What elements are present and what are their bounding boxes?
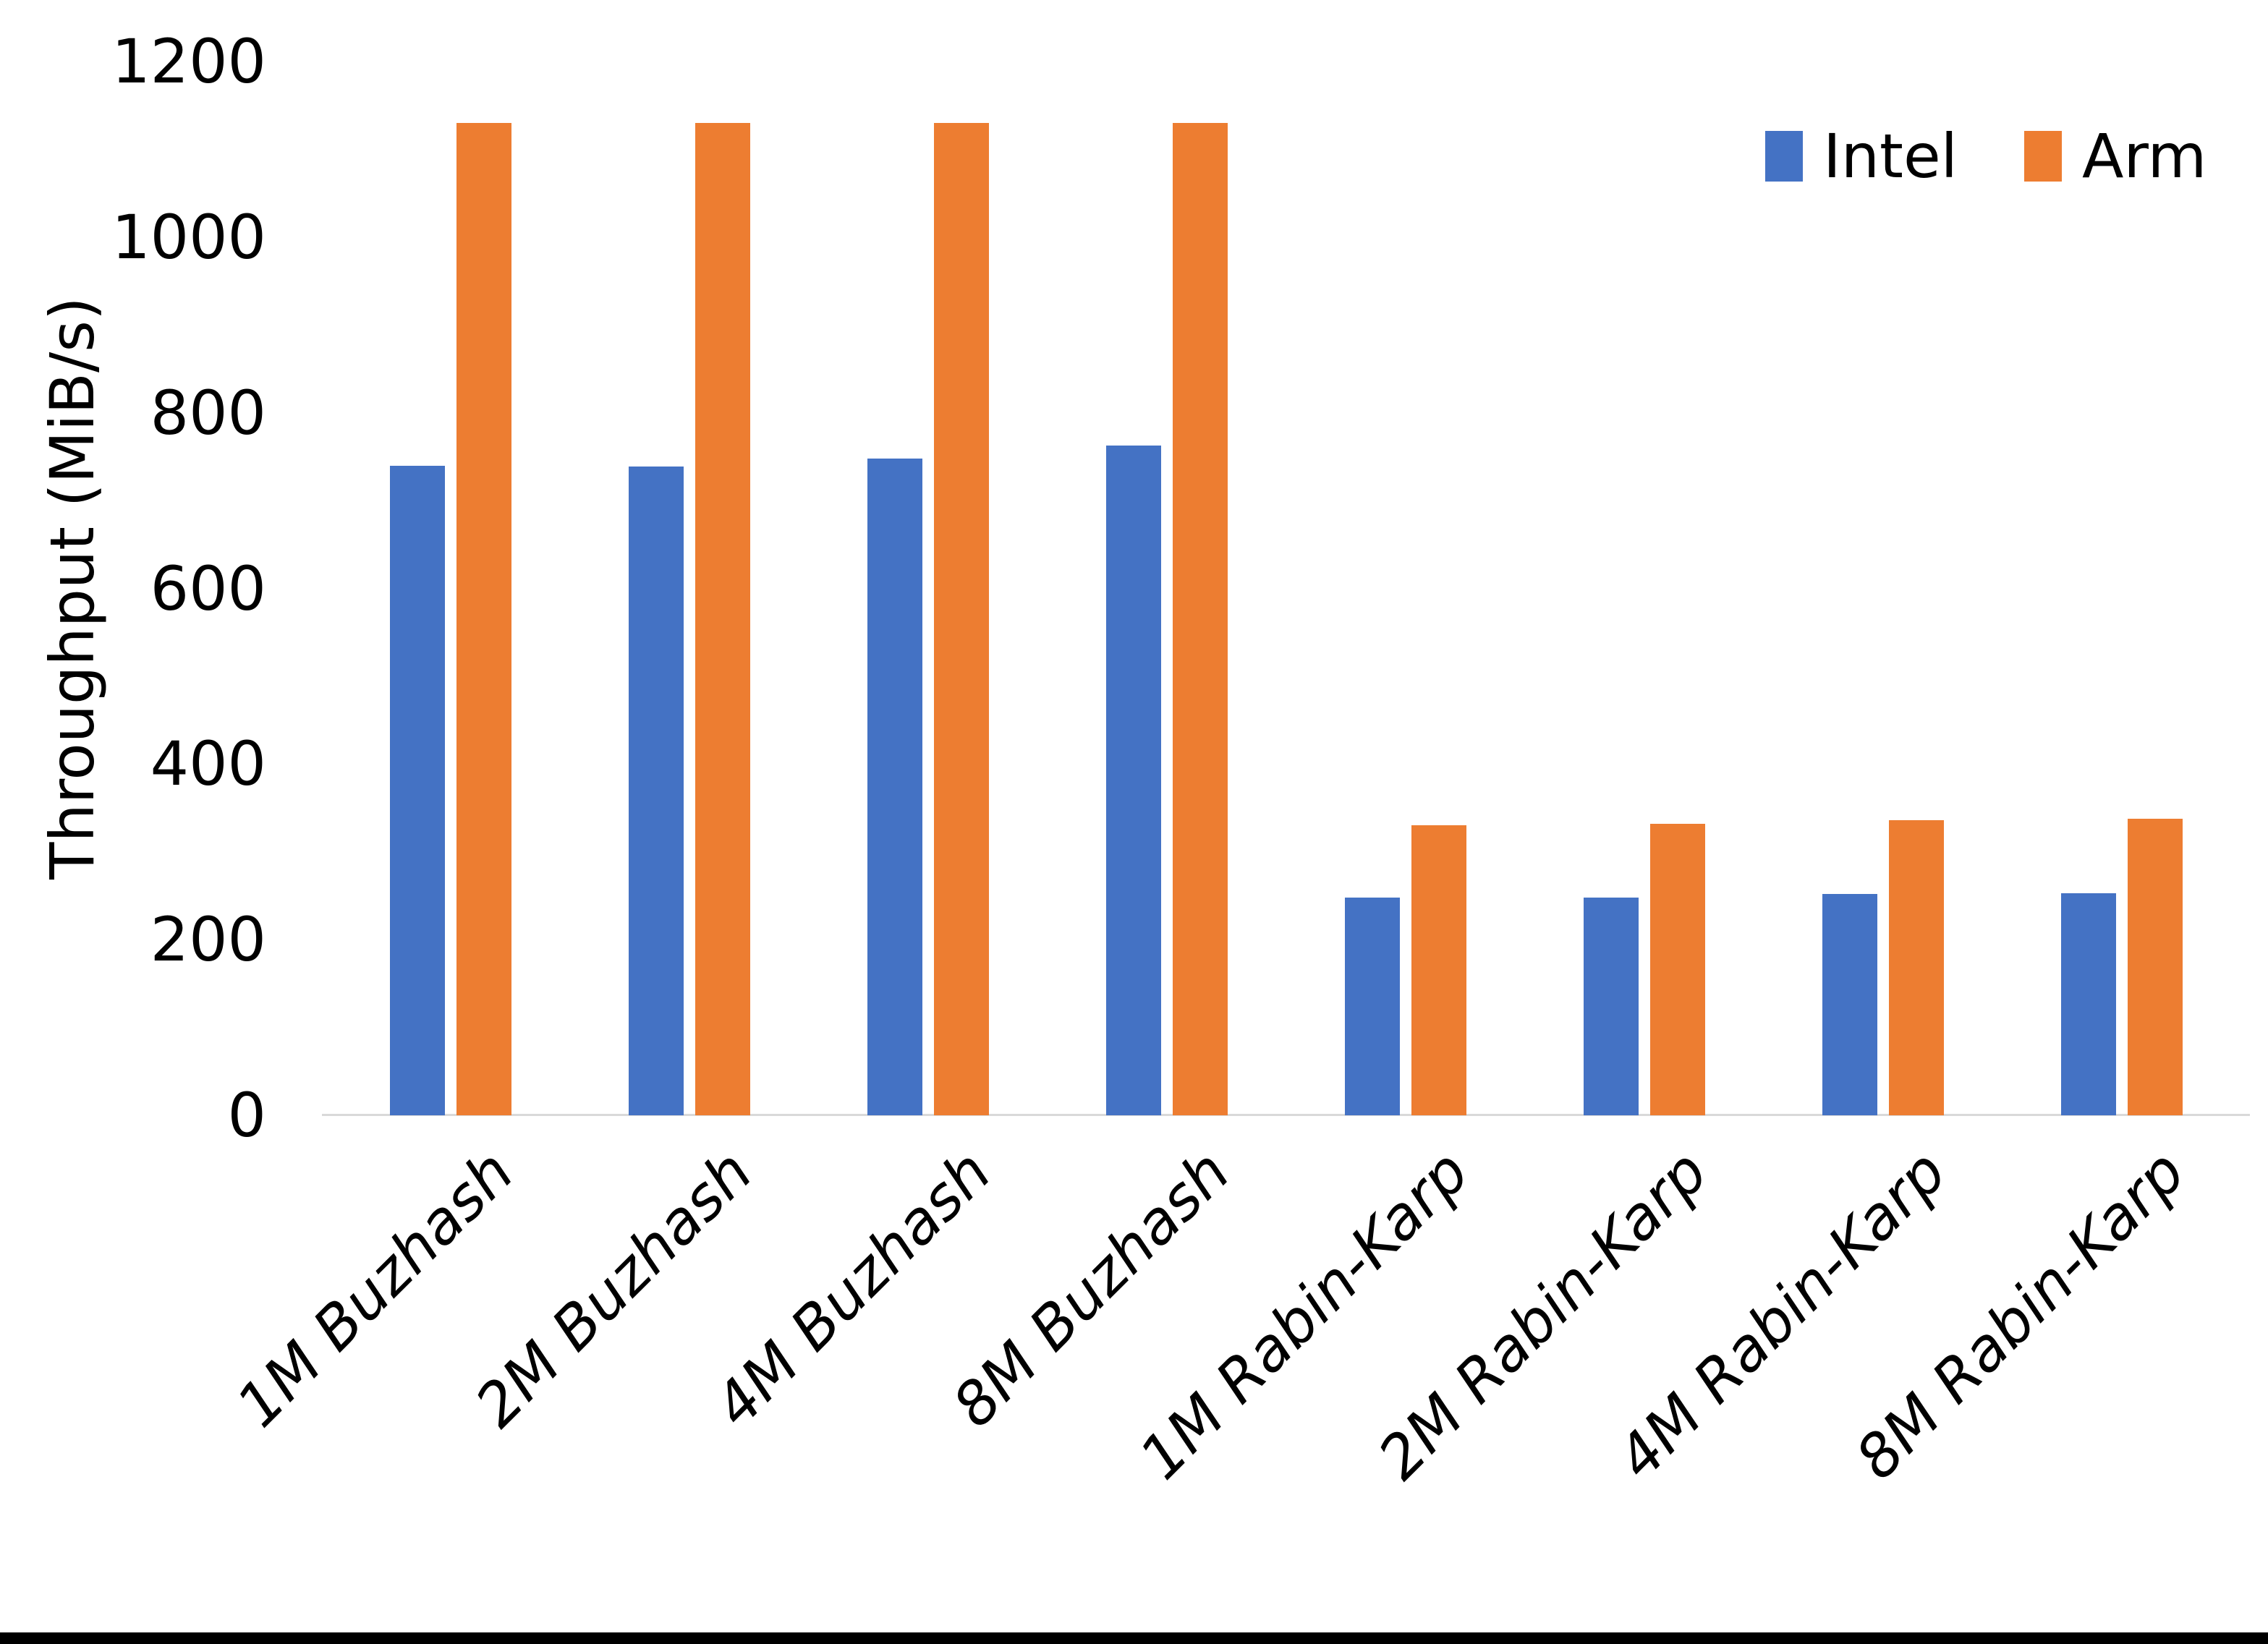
bar-intel-4m-rabin-karp xyxy=(1822,894,1877,1115)
bottom-border xyxy=(0,1632,2268,1644)
legend-label-arm: Arm xyxy=(2081,121,2207,192)
bar-intel-2m-rabin-karp xyxy=(1584,897,1639,1115)
bar-arm-4m-rabin-karp xyxy=(1889,820,1944,1115)
x-axis-line xyxy=(322,1114,2250,1116)
y-tick-1000: 1000 xyxy=(111,201,266,273)
y-tick-800: 800 xyxy=(150,377,266,448)
bar-arm-8m-rabin-karp xyxy=(2128,818,2183,1115)
bar-arm-2m-buzhash xyxy=(695,122,750,1115)
legend: Intel Arm xyxy=(1765,120,2207,192)
y-tick-400: 400 xyxy=(150,728,266,800)
y-tick-0: 0 xyxy=(227,1080,266,1151)
bar-intel-8m-rabin-karp xyxy=(2061,893,2116,1115)
legend-swatch-intel xyxy=(1765,131,1803,182)
y-tick-1200: 1200 xyxy=(111,26,266,97)
bar-arm-8m-buzhash xyxy=(1173,122,1228,1115)
bar-arm-4m-buzhash xyxy=(934,122,989,1115)
bar-intel-4m-buzhash xyxy=(867,458,922,1115)
legend-swatch-arm xyxy=(2023,131,2062,182)
bar-arm-1m-buzhash xyxy=(456,122,511,1115)
bar-intel-1m-buzhash xyxy=(390,465,445,1115)
legend-item-arm: Arm xyxy=(2023,120,2207,192)
bar-intel-2m-buzhash xyxy=(629,466,684,1115)
y-tick-600: 600 xyxy=(150,553,266,624)
y-tick-200: 200 xyxy=(150,904,266,976)
bar-intel-8m-buzhash xyxy=(1106,445,1161,1115)
bar-arm-1m-rabin-karp xyxy=(1411,825,1466,1115)
bar-arm-2m-rabin-karp xyxy=(1650,823,1705,1115)
legend-label-intel: Intel xyxy=(1823,121,1958,192)
bar-intel-1m-rabin-karp xyxy=(1345,897,1400,1115)
legend-item-intel: Intel xyxy=(1765,120,1958,192)
